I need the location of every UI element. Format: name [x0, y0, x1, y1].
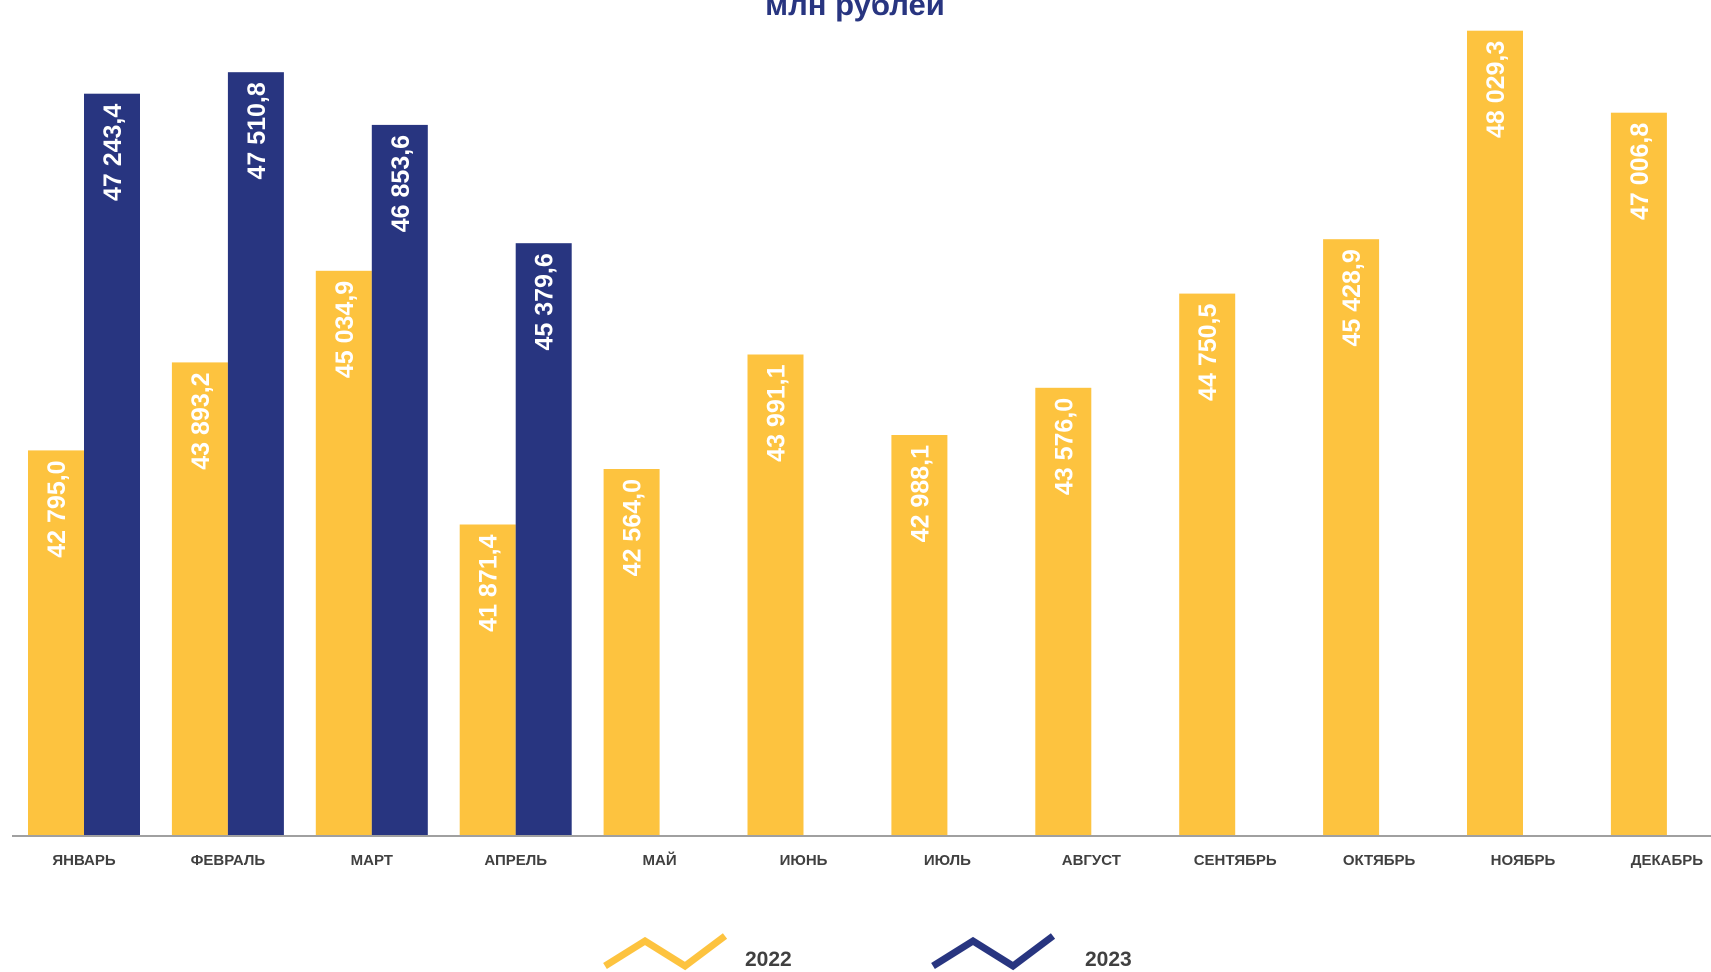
month-label-8: АВГУСТ [1062, 852, 1121, 869]
value-label-2023-1: 47 243,4 [99, 104, 127, 201]
value-label-2022-11: 48 029,3 [1482, 41, 1510, 138]
month-label-12: ДЕКАБРЬ [1631, 852, 1703, 869]
month-label-6: ИЮНЬ [780, 852, 828, 869]
bar-2022-8 [1035, 387, 1092, 835]
legend-swatch-2023 [931, 933, 1056, 971]
month-label-4: АПРЕЛЬ [484, 852, 547, 869]
value-label-2023-3: 46 853,6 [387, 135, 415, 232]
legend-item-2023: 2023 [931, 933, 1132, 971]
bar-2023-1 [84, 93, 140, 835]
bar-2022-9 [1179, 293, 1236, 836]
value-label-2022-5: 42 564,0 [619, 479, 647, 576]
month-label-1: ЯНВАРЬ [52, 852, 116, 869]
value-label-2022-3: 45 034,9 [331, 281, 359, 378]
value-label-2022-1: 42 795,0 [43, 460, 71, 557]
value-label-2022-9: 44 750,5 [1194, 304, 1222, 401]
value-labels-group: 42 795,0 47 243,4 43 893,2 47 510,8 45 034,9… [43, 41, 1654, 632]
value-label-2022-4: 41 871,4 [475, 534, 503, 631]
month-label-7: ИЮЛЬ [924, 852, 971, 869]
bar-2022-12 [1610, 112, 1667, 835]
legend-label-2022: 2022 [745, 948, 792, 971]
bar-2022-3 [315, 270, 372, 835]
chart-title: млн рублей [765, 0, 945, 22]
bar-2023-3 [371, 124, 428, 835]
value-label-2022-10: 45 428,9 [1338, 249, 1366, 346]
month-label-2: ФЕВРАЛЬ [191, 852, 266, 869]
legend-label-2023: 2023 [1085, 948, 1132, 971]
legend-swatch-2022 [603, 933, 728, 971]
bar-2022-11 [1467, 30, 1523, 835]
month-label-5: МАЙ [643, 851, 677, 869]
month-label-10: ОКТЯБРЬ [1343, 852, 1416, 869]
bar-2023-4 [515, 243, 572, 835]
month-label-11: НОЯБРЬ [1491, 852, 1556, 869]
value-label-2022-6: 43 991,1 [763, 364, 791, 461]
value-label-2022-12: 47 006,8 [1626, 123, 1654, 220]
month-labels-group: ЯНВАРЬ ФЕВРАЛЬ МАРТ АПРЕЛЬ МАЙ ИЮНЬ ИЮЛЬ АВГУСТ… [52, 851, 1703, 869]
bars-group [28, 30, 1667, 836]
legend-item-2022: 2022 [603, 933, 792, 971]
bar-2022-4 [459, 524, 516, 835]
value-label-2022-2: 43 893,2 [187, 372, 215, 469]
bar-2022-1 [28, 450, 84, 835]
month-label-3: МАРТ [351, 852, 393, 869]
value-label-2022-8: 43 576,0 [1050, 398, 1078, 495]
bar-2022-6 [747, 354, 804, 835]
month-label-9: СЕНТЯБРЬ [1194, 852, 1277, 869]
bar-2022-2 [171, 362, 228, 835]
value-label-2023-4: 45 379,6 [531, 253, 559, 350]
bar-2022-7 [891, 435, 948, 835]
value-label-2022-7: 42 988,1 [906, 445, 934, 542]
bar-2022-10 [1323, 239, 1380, 835]
bar-2023-2 [227, 72, 284, 835]
bar-2022-5 [603, 469, 660, 835]
value-label-2023-2: 47 510,8 [243, 82, 271, 179]
legend: 2022 2023 [603, 933, 1132, 971]
